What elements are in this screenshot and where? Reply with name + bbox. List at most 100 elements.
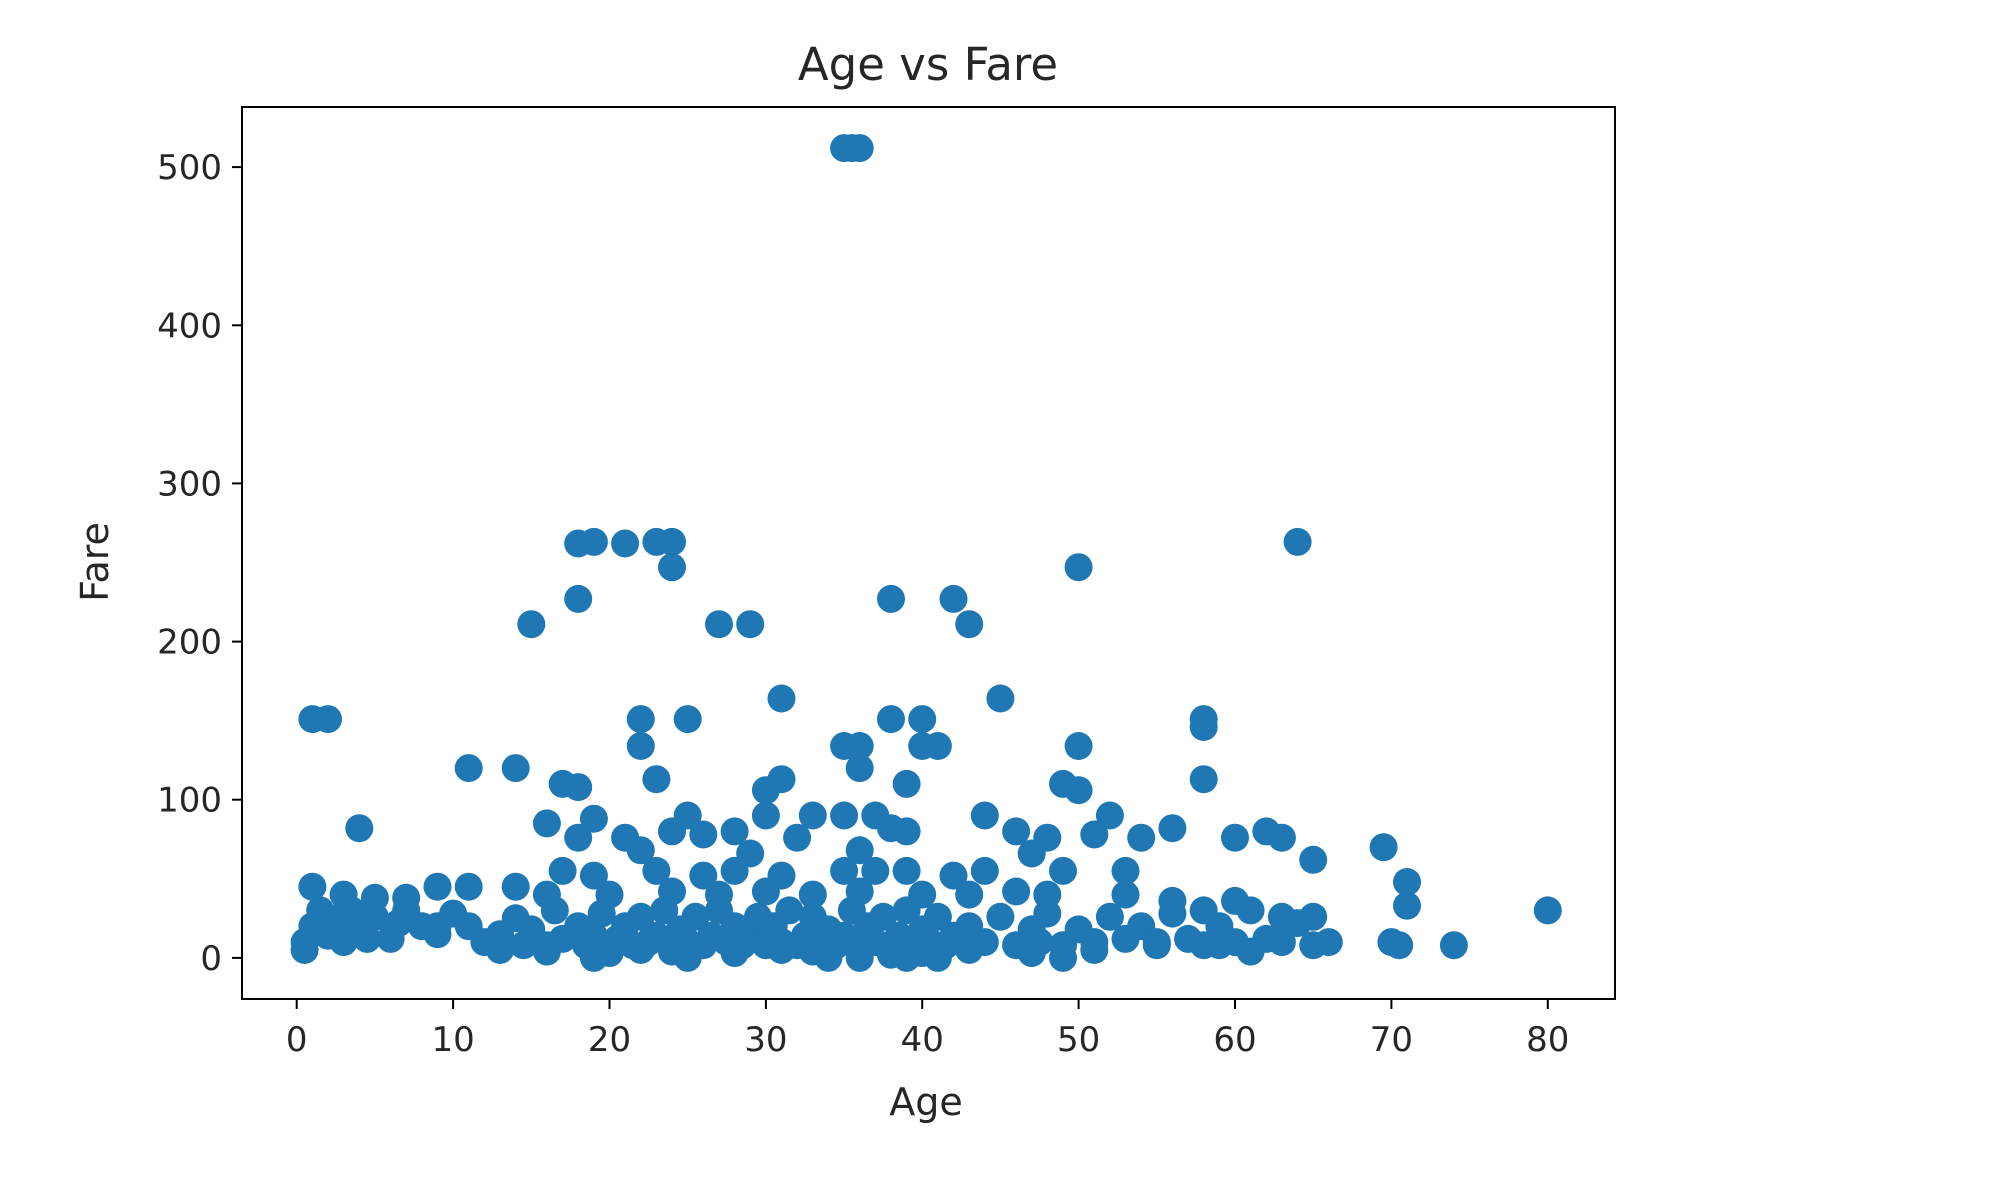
scatter-point (423, 872, 452, 901)
scatter-point (845, 943, 874, 972)
scatter-point (1049, 856, 1077, 885)
scatter-point (720, 817, 749, 846)
scatter-point (626, 902, 655, 931)
scatter-point (532, 809, 561, 838)
scatter-point (751, 776, 780, 805)
scatter-point (1111, 880, 1140, 909)
scatter-point (775, 896, 804, 925)
scatter-point (1049, 943, 1077, 972)
y-tick-label: 200 (157, 623, 222, 663)
scatter-point (1080, 936, 1109, 964)
scatter-point (360, 902, 389, 931)
scatter-point (939, 584, 968, 613)
scatter-point (830, 801, 859, 830)
scatter-point (751, 877, 780, 906)
scatter-point (454, 754, 483, 783)
scatter-point (1385, 931, 1414, 960)
scatter-point (1236, 937, 1265, 966)
scatter-point (1095, 902, 1124, 931)
scatter-point (830, 856, 859, 885)
scatter-point (923, 943, 952, 972)
scatter-point (970, 856, 999, 885)
scatter-point (845, 754, 874, 783)
scatter-point (548, 856, 577, 885)
y-tick-label: 500 (157, 148, 222, 188)
x-tick-label: 80 (1526, 1020, 1569, 1060)
scatter-point (1393, 868, 1421, 896)
scatter-point (650, 896, 679, 925)
scatter-point (1080, 820, 1109, 849)
scatter-point (845, 836, 874, 865)
scatter-point (579, 527, 608, 556)
y-axis-title: Fare (73, 522, 117, 602)
scatter-point (783, 823, 812, 852)
scatter-point (1002, 877, 1031, 906)
scatter-point (501, 872, 530, 901)
scatter-point (1221, 823, 1249, 852)
scatter-point (658, 527, 686, 556)
scatter-point (1064, 776, 1093, 805)
scatter-point (955, 880, 984, 909)
scatter-point (955, 610, 984, 639)
scatter-point (1393, 891, 1421, 920)
scatter-point (970, 801, 999, 830)
scatter-point (986, 684, 1015, 713)
scatter-point (1299, 845, 1328, 874)
scatter-point (720, 939, 749, 968)
scatter-point (1283, 527, 1312, 556)
scatter-point (861, 856, 890, 885)
y-tick-label: 100 (157, 781, 222, 821)
scatter-point (892, 817, 921, 846)
scatter-point (1002, 817, 1031, 846)
scatter-point (532, 937, 561, 966)
x-tick-label: 0 (286, 1020, 308, 1060)
x-tick-label: 50 (1057, 1020, 1100, 1060)
scatter-point (892, 896, 921, 925)
scatter-point (658, 553, 686, 582)
scatter-point (1369, 833, 1398, 862)
scatter-point (579, 804, 608, 833)
scatter-point (939, 861, 968, 890)
scatter-point (705, 610, 733, 639)
scatter-point (517, 610, 546, 639)
scatter-point (540, 896, 569, 925)
scatter-point (986, 902, 1015, 931)
y-axis-ticks: 0 100 200 300 400 500 (157, 148, 242, 979)
y-tick-label: 400 (157, 306, 222, 346)
x-tick-label: 40 (901, 1020, 944, 1060)
scatter-point (877, 584, 905, 613)
scatter-point (314, 705, 342, 734)
scatter-point (626, 836, 655, 865)
scatter-point (353, 924, 382, 953)
scatter-point (423, 912, 452, 941)
scatter-point (892, 769, 921, 798)
scatter-point (1095, 801, 1124, 830)
x-tick-label: 30 (744, 1020, 787, 1060)
scatter-point (1111, 856, 1140, 885)
scatter-point (501, 754, 530, 783)
scatter-point (587, 899, 616, 928)
scatter-point (564, 584, 593, 613)
scatter-point (1033, 899, 1062, 928)
scatter-point (1189, 713, 1218, 741)
scatter-point (689, 861, 718, 890)
scatter-point (689, 820, 718, 849)
scatter-point (564, 773, 593, 802)
y-tick-label: 0 (200, 939, 222, 979)
scatter-point (290, 936, 319, 964)
scatter-point (1439, 931, 1468, 960)
scatter-point (673, 943, 702, 972)
scatter-point (845, 134, 874, 163)
scatter-point (955, 936, 984, 964)
scatter-point (892, 856, 921, 885)
scatter-point (1299, 902, 1328, 931)
scatter-point (798, 880, 827, 909)
scatter-point (1299, 931, 1328, 960)
y-tick-label: 300 (157, 464, 222, 504)
scatter-point (642, 765, 671, 794)
scatter-point (579, 861, 608, 890)
scatter-point (923, 732, 952, 760)
scatter-point (1017, 839, 1046, 868)
scatter-point (767, 936, 796, 964)
scatter-point (1236, 896, 1265, 925)
